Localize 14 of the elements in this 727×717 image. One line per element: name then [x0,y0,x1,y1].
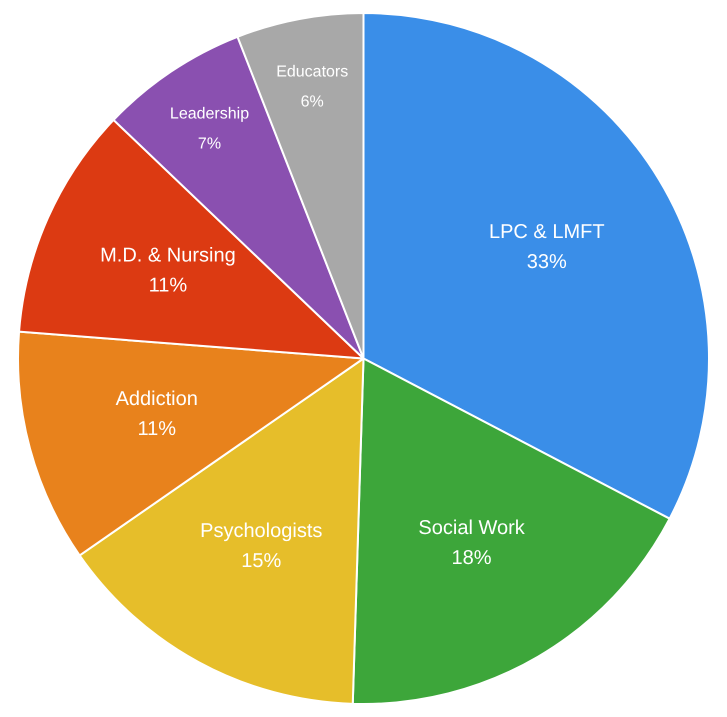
slice-label: M.D. & Nursing [100,244,236,267]
slice-label: Social Work [418,516,526,539]
data-label: 11% [137,418,176,440]
data-label: 33% [526,251,567,274]
slice-label: Addiction [116,388,198,410]
slice-label: Psychologists [200,520,322,542]
data-label: 7% [198,135,222,152]
data-label: 15% [241,550,282,572]
slice-label: LPC & LMFT [488,221,605,244]
data-label: 18% [452,546,492,569]
data-label: 11% [148,274,188,297]
data-label: 6% [300,93,324,110]
slice-label: Leadership [170,105,250,122]
slice-label: Educators [276,63,348,80]
